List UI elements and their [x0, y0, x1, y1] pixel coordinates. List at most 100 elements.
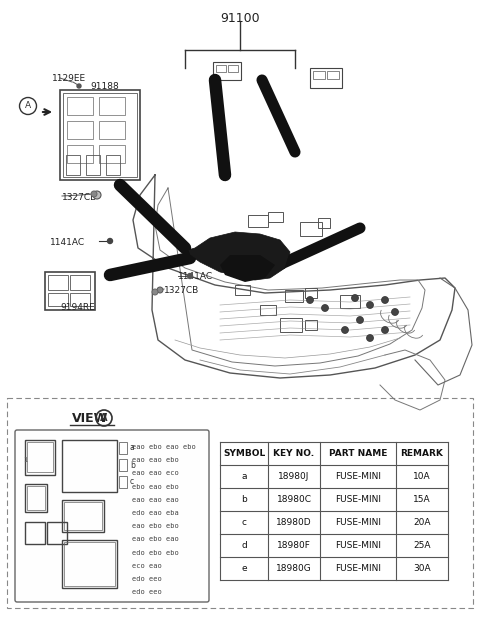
- Circle shape: [341, 326, 348, 334]
- Text: eao ebo ebo: eao ebo ebo: [132, 523, 179, 529]
- Text: a: a: [130, 444, 135, 452]
- Bar: [318, 218, 330, 228]
- Text: eao eao eco: eao eao eco: [132, 470, 179, 476]
- Bar: [27, 486, 45, 510]
- Text: 20A: 20A: [413, 518, 431, 527]
- Text: KEY NO.: KEY NO.: [274, 449, 314, 458]
- Text: 1129EE: 1129EE: [52, 74, 86, 83]
- Bar: [305, 320, 317, 330]
- Text: b: b: [130, 460, 135, 470]
- Text: FUSE-MINI: FUSE-MINI: [335, 541, 381, 550]
- Circle shape: [108, 239, 112, 244]
- Text: e: e: [241, 564, 247, 573]
- Text: d: d: [241, 541, 247, 550]
- Text: 18980D: 18980D: [276, 518, 312, 527]
- Text: FUSE-MINI: FUSE-MINI: [335, 564, 381, 573]
- Text: FUSE-MINI: FUSE-MINI: [335, 518, 381, 527]
- Bar: [70, 275, 90, 290]
- Circle shape: [157, 287, 163, 293]
- Text: SYMBOL: SYMBOL: [223, 449, 265, 458]
- Bar: [99, 97, 125, 115]
- Text: 1327CB: 1327CB: [164, 286, 199, 295]
- Text: 1141AC: 1141AC: [178, 272, 213, 281]
- Bar: [268, 212, 283, 222]
- Bar: [70, 293, 90, 306]
- Text: eao eao eao: eao eao eao: [132, 497, 179, 503]
- Bar: [327, 71, 339, 79]
- Bar: [67, 145, 93, 163]
- Circle shape: [382, 326, 388, 334]
- Text: c: c: [241, 518, 247, 527]
- Bar: [280, 318, 302, 332]
- Circle shape: [357, 317, 363, 323]
- Bar: [27, 442, 53, 472]
- Text: 25A: 25A: [413, 541, 431, 550]
- Text: 18980F: 18980F: [277, 541, 311, 550]
- Text: edo ebo ebo: edo ebo ebo: [132, 550, 179, 555]
- Bar: [99, 145, 125, 163]
- Circle shape: [77, 84, 81, 88]
- Circle shape: [392, 308, 398, 315]
- Circle shape: [307, 297, 313, 304]
- Bar: [228, 65, 238, 72]
- Text: eco eao: eco eao: [132, 563, 162, 569]
- Text: eao ebo eao: eao ebo eao: [132, 536, 179, 542]
- Circle shape: [152, 289, 158, 295]
- Bar: [119, 476, 127, 488]
- Bar: [66, 155, 80, 175]
- Bar: [67, 121, 93, 139]
- Text: edo eeo: edo eeo: [132, 589, 162, 595]
- Bar: [310, 68, 342, 88]
- Circle shape: [351, 294, 359, 302]
- Text: a: a: [241, 472, 247, 481]
- Text: edo eeo: edo eeo: [132, 576, 162, 582]
- Bar: [62, 540, 117, 588]
- Text: A: A: [25, 102, 31, 110]
- Text: FUSE-MINI: FUSE-MINI: [335, 495, 381, 504]
- Text: b: b: [241, 495, 247, 504]
- Text: eao ebo eao ebo: eao ebo eao ebo: [132, 444, 196, 450]
- Text: 1: 1: [23, 457, 27, 463]
- Text: 30A: 30A: [413, 564, 431, 573]
- Polygon shape: [188, 232, 290, 280]
- Text: VIEW: VIEW: [72, 412, 108, 425]
- Bar: [64, 542, 115, 586]
- Text: 10A: 10A: [413, 472, 431, 481]
- Text: 18980J: 18980J: [278, 472, 310, 481]
- Text: 1141AC: 1141AC: [50, 238, 85, 247]
- Text: 9194RE: 9194RE: [60, 303, 95, 312]
- Text: 91100: 91100: [220, 12, 260, 25]
- Bar: [313, 71, 325, 79]
- Circle shape: [367, 334, 373, 341]
- Bar: [60, 90, 140, 180]
- Text: 15A: 15A: [413, 495, 431, 504]
- Bar: [48, 275, 68, 290]
- Bar: [119, 459, 127, 471]
- Text: FUSE-MINI: FUSE-MINI: [335, 472, 381, 481]
- Bar: [25, 522, 45, 544]
- Bar: [7, 398, 473, 608]
- Bar: [86, 155, 100, 175]
- Text: eao eao ebo: eao eao ebo: [132, 457, 179, 463]
- Bar: [63, 93, 137, 177]
- Circle shape: [367, 302, 373, 308]
- Text: 18980C: 18980C: [276, 495, 312, 504]
- Bar: [99, 121, 125, 139]
- Bar: [106, 155, 120, 175]
- Bar: [45, 272, 95, 310]
- Text: PART NAME: PART NAME: [329, 449, 387, 458]
- Bar: [119, 442, 127, 454]
- Text: REMARK: REMARK: [401, 449, 444, 458]
- Circle shape: [91, 191, 97, 197]
- Bar: [64, 502, 102, 530]
- Bar: [62, 440, 117, 492]
- Bar: [67, 97, 93, 115]
- Bar: [260, 305, 276, 315]
- Text: ebo eao ebo: ebo eao ebo: [132, 484, 179, 490]
- Text: 91188: 91188: [90, 82, 119, 91]
- Text: c: c: [130, 478, 134, 486]
- Bar: [235, 285, 250, 295]
- Bar: [62, 500, 104, 532]
- Bar: [48, 293, 68, 306]
- Bar: [340, 295, 360, 308]
